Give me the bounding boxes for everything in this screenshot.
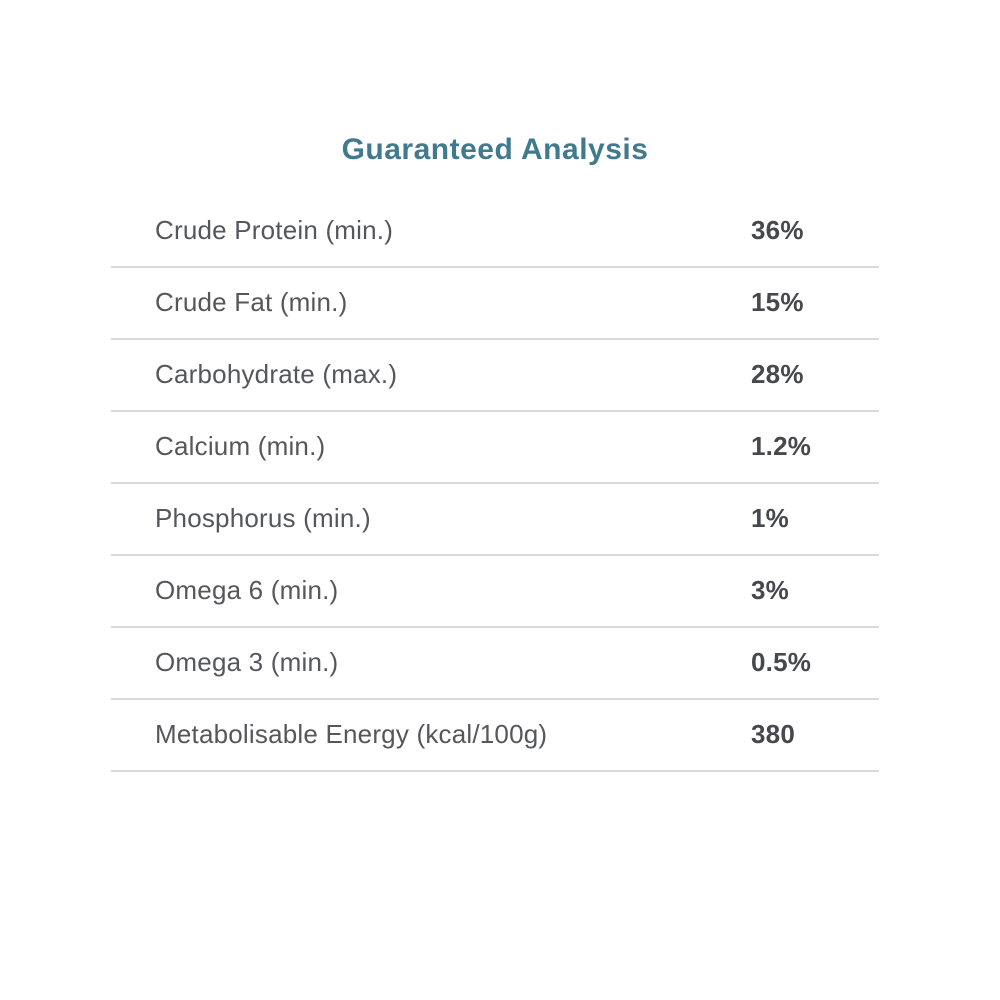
row-label: Phosphorus (min.)	[155, 503, 371, 533]
row-label: Metabolisable Energy (kcal/100g)	[155, 719, 548, 749]
table-row: Omega 3 (min.) 0.5%	[111, 628, 879, 700]
table-row: Crude Fat (min.) 15%	[111, 268, 879, 340]
guaranteed-analysis-table: Crude Protein (min.) 36% Crude Fat (min.) 1…	[111, 196, 879, 772]
row-label: Omega 6 (min.)	[155, 575, 339, 605]
table-row: Crude Protein (min.) 36%	[111, 196, 879, 268]
table-row: Metabolisable Energy (kcal/100g) 380	[111, 700, 879, 772]
row-label: Crude Fat (min.)	[155, 287, 348, 317]
section-title: Guaranteed Analysis	[341, 133, 649, 166]
table-row: Phosphorus (min.) 1%	[111, 484, 879, 556]
row-value: 36%	[751, 215, 804, 245]
row-value: 380	[751, 719, 795, 749]
row-label: Carbohydrate (max.)	[155, 359, 398, 389]
row-label: Calcium (min.)	[155, 431, 326, 461]
table-row: Omega 6 (min.) 3%	[111, 556, 879, 628]
row-value: 0.5%	[751, 647, 812, 677]
row-label: Crude Protein (min.)	[155, 215, 394, 245]
table-row: Calcium (min.) 1.2%	[111, 412, 879, 484]
row-label: Omega 3 (min.)	[155, 647, 339, 677]
table-row: Carbohydrate (max.) 28%	[111, 340, 879, 412]
row-value: 15%	[751, 287, 804, 317]
row-value: 28%	[751, 359, 804, 389]
row-value: 1%	[751, 503, 789, 533]
row-value: 1.2%	[751, 431, 812, 461]
row-value: 3%	[751, 575, 789, 605]
